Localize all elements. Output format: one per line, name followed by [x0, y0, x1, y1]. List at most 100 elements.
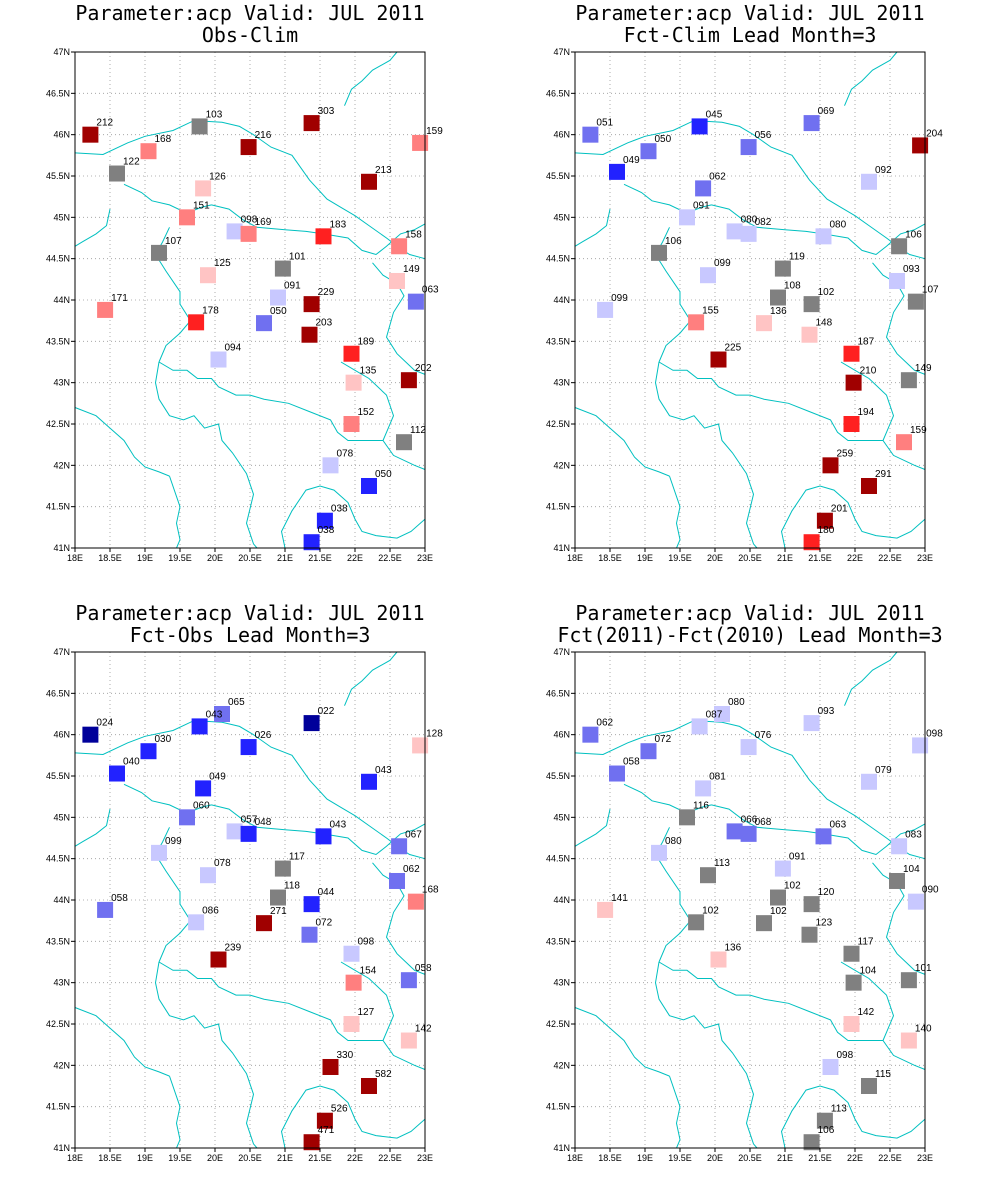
x-tick-label: 19.5E [668, 553, 692, 563]
station-value: 063 [422, 285, 439, 296]
station-value: 103 [206, 109, 223, 120]
station-value: 022 [318, 706, 335, 717]
station-marker [710, 951, 727, 968]
y-tick-label: 45N [53, 212, 70, 222]
station-marker [891, 838, 908, 855]
station-marker [843, 345, 860, 362]
station-value: 102 [818, 287, 835, 298]
x-tick-label: 21.5E [808, 553, 832, 563]
x-tick-label: 21E [777, 1153, 793, 1163]
station-marker [140, 743, 157, 760]
station-value: 072 [655, 734, 672, 745]
station-marker [861, 173, 877, 190]
station-marker [845, 374, 862, 391]
station-value: 106 [905, 229, 922, 240]
country-border [154, 961, 258, 1149]
station-marker [803, 296, 820, 313]
station-value: 051 [596, 118, 613, 129]
x-tick-label: 20E [207, 1153, 223, 1163]
station-value: 168 [155, 134, 172, 145]
station-marker [714, 706, 730, 722]
station-value: 048 [255, 817, 272, 828]
station-marker [816, 1112, 833, 1129]
y-tick-label: 46N [553, 730, 570, 740]
station-value: 116 [693, 800, 709, 811]
station-value: 101 [915, 963, 932, 974]
station-value: 043 [206, 709, 223, 720]
station-value: 152 [358, 407, 375, 418]
panel-title-line2: Fct-Obs Lead Month=3 [129, 623, 371, 647]
station-value: 140 [915, 1024, 932, 1035]
x-tick-label: 20.5E [238, 553, 262, 563]
x-tick-label: 20E [707, 553, 723, 563]
station-value: 582 [375, 1069, 392, 1080]
station-value: 098 [241, 214, 258, 225]
station-value: 159 [910, 425, 927, 436]
station-marker [801, 926, 818, 943]
station-marker [609, 163, 625, 180]
y-tick-label: 46N [53, 730, 70, 740]
country-border [574, 1007, 670, 1077]
station-marker [412, 134, 429, 151]
station-marker [740, 225, 757, 242]
country-border [669, 475, 681, 549]
station-marker [691, 118, 708, 135]
station-value: 128 [426, 728, 443, 739]
station-value: 078 [214, 858, 231, 869]
x-tick-label: 18E [67, 1153, 83, 1163]
station-marker [200, 867, 216, 884]
y-tick-label: 46.5N [546, 688, 570, 698]
station-value: 030 [155, 734, 172, 745]
station-marker [726, 823, 743, 840]
station-marker [151, 244, 167, 261]
station-marker [400, 972, 417, 989]
station-marker [195, 180, 212, 197]
station-marker [688, 914, 705, 931]
station-value: 169 [255, 217, 272, 228]
station-marker [597, 301, 614, 318]
station-marker [582, 126, 599, 143]
x-tick-label: 22E [847, 1153, 863, 1163]
station-marker [274, 860, 291, 877]
station-value: 087 [706, 709, 723, 720]
station-value: 045 [706, 109, 723, 120]
station-value: 136 [725, 943, 742, 954]
station-marker [188, 914, 205, 931]
country-border [574, 407, 670, 477]
panel-title-line2: Fct-Clim Lead Month=3 [623, 23, 877, 47]
station-value: 058 [111, 893, 128, 904]
panel-fct-clim: Parameter:acp Valid: JUL 2011 Fct-Clim L… [500, 0, 1000, 600]
y-tick-label: 46.5N [546, 88, 570, 98]
country-border [74, 1007, 170, 1077]
y-tick-label: 43N [553, 378, 570, 388]
station-marker [412, 737, 429, 754]
station-marker [695, 780, 712, 797]
station-marker [740, 739, 757, 756]
x-tick-label: 19E [637, 1153, 653, 1163]
station-value: 098 [837, 1050, 854, 1061]
station-value: 526 [331, 1104, 348, 1115]
station-marker [301, 326, 318, 343]
x-tick-label: 18.5E [98, 1153, 122, 1163]
station-value: 154 [360, 966, 377, 977]
y-tick-label: 46.5N [46, 688, 70, 698]
station-value: 158 [405, 229, 422, 240]
x-tick-label: 18E [567, 553, 583, 563]
station-value: 189 [358, 337, 375, 348]
station-value: 216 [255, 130, 272, 141]
station-marker [740, 825, 757, 842]
country-border [74, 808, 111, 847]
station-marker [343, 945, 360, 962]
station-value: 098 [926, 728, 943, 739]
station-value: 082 [755, 217, 772, 228]
country-border [780, 485, 926, 549]
station-value: 120 [818, 887, 835, 898]
y-tick-label: 42N [553, 1060, 570, 1070]
station-marker [82, 126, 99, 143]
station-marker [407, 893, 424, 910]
station-marker [361, 173, 377, 190]
country-border [280, 1085, 426, 1149]
station-value: 040 [123, 757, 140, 768]
